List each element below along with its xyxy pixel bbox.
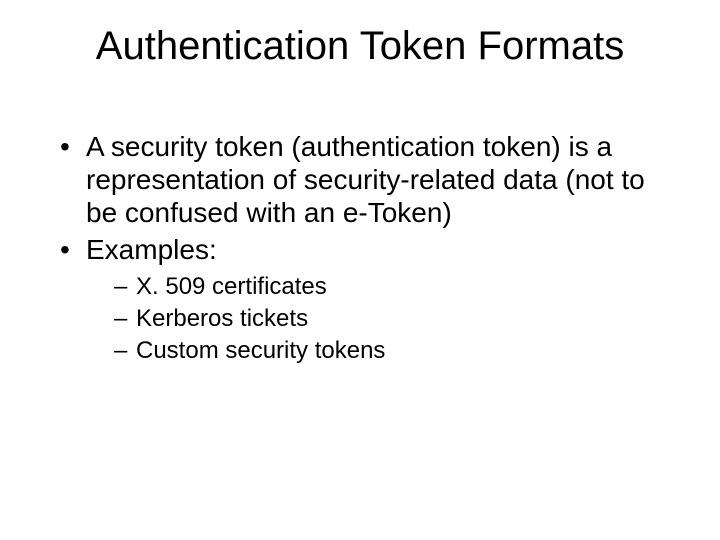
sub-list-item: Custom security tokens xyxy=(114,336,668,366)
list-item-text: A security token (authentication token) … xyxy=(86,131,645,228)
list-item-text: Examples: xyxy=(86,234,217,265)
bullet-list: A security token (authentication token) … xyxy=(58,130,668,366)
sub-list-item: X. 509 certificates xyxy=(114,272,668,302)
slide: Authentication Token Formats A security … xyxy=(0,0,720,540)
list-item: Examples: X. 509 certificates Kerberos t… xyxy=(58,233,668,366)
slide-title: Authentication Token Formats xyxy=(0,24,720,69)
sub-list-item: Kerberos tickets xyxy=(114,304,668,334)
sub-list-item-text: Kerberos tickets xyxy=(136,305,308,332)
list-item: A security token (authentication token) … xyxy=(58,130,668,229)
sub-bullet-list: X. 509 certificates Kerberos tickets Cus… xyxy=(86,272,668,366)
sub-list-item-text: X. 509 certificates xyxy=(136,273,327,300)
slide-body: A security token (authentication token) … xyxy=(58,130,668,370)
sub-list-item-text: Custom security tokens xyxy=(136,337,385,364)
